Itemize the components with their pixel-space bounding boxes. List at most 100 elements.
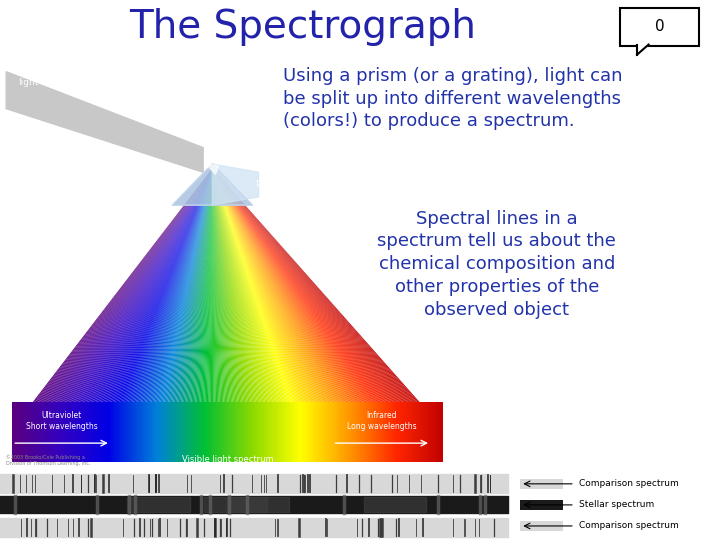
Polygon shape [120,168,212,429]
Polygon shape [152,168,212,429]
Polygon shape [212,168,245,429]
Polygon shape [193,168,212,429]
Polygon shape [212,168,222,429]
Polygon shape [60,168,212,429]
Polygon shape [172,168,212,429]
Polygon shape [212,168,343,429]
Polygon shape [212,168,386,429]
Polygon shape [199,168,212,429]
Polygon shape [212,168,432,429]
Text: Infrared
Long wavelengths: Infrared Long wavelengths [347,411,416,431]
Polygon shape [212,168,337,429]
Polygon shape [202,168,212,429]
Polygon shape [212,168,429,429]
Polygon shape [212,168,425,429]
Polygon shape [97,168,212,429]
Polygon shape [174,168,212,429]
Polygon shape [206,168,212,429]
Polygon shape [187,168,212,429]
Polygon shape [67,168,212,429]
Polygon shape [53,168,212,429]
Polygon shape [168,168,212,429]
Polygon shape [47,168,212,429]
Polygon shape [212,168,255,429]
Polygon shape [212,168,387,429]
Polygon shape [212,168,390,429]
Polygon shape [212,168,360,429]
Polygon shape [166,168,212,429]
Polygon shape [22,168,212,429]
Polygon shape [106,168,212,429]
Polygon shape [91,168,212,429]
Polygon shape [176,168,212,429]
Polygon shape [212,168,361,429]
Polygon shape [136,168,212,429]
Polygon shape [212,168,272,429]
Polygon shape [212,168,384,429]
Polygon shape [194,168,212,429]
Polygon shape [212,168,338,429]
Polygon shape [212,168,347,429]
Polygon shape [212,168,369,429]
Polygon shape [212,168,331,429]
Polygon shape [15,168,212,429]
Polygon shape [80,168,212,429]
Polygon shape [212,168,253,429]
Polygon shape [17,168,212,429]
Polygon shape [212,168,340,429]
Polygon shape [212,168,236,429]
Polygon shape [212,168,395,429]
Polygon shape [212,164,258,205]
Polygon shape [207,168,212,429]
Polygon shape [212,168,403,429]
Polygon shape [212,168,304,429]
Polygon shape [212,168,242,429]
Polygon shape [212,168,289,429]
Polygon shape [175,168,212,429]
Polygon shape [18,168,212,429]
Polygon shape [212,168,413,429]
Polygon shape [212,168,405,429]
Polygon shape [212,168,298,429]
Polygon shape [212,168,426,429]
Polygon shape [212,168,416,429]
Polygon shape [93,168,212,429]
Polygon shape [132,168,212,429]
Polygon shape [212,168,351,429]
Text: Visible light spectrum: Visible light spectrum [182,455,274,464]
Polygon shape [74,168,212,429]
Polygon shape [212,168,396,429]
Polygon shape [135,168,212,429]
Polygon shape [212,168,284,429]
Polygon shape [212,168,383,429]
Polygon shape [212,168,436,429]
Polygon shape [212,168,225,429]
Polygon shape [212,168,325,429]
Polygon shape [162,168,212,429]
Polygon shape [212,168,223,429]
Polygon shape [212,168,249,429]
Polygon shape [212,168,230,429]
Polygon shape [212,168,412,429]
Text: Spectral lines in a
spectrum tell us about the
chemical composition and
other pr: Spectral lines in a spectrum tell us abo… [377,210,616,319]
Polygon shape [212,168,220,429]
Polygon shape [159,168,212,429]
Polygon shape [212,168,444,429]
Polygon shape [212,168,344,429]
Polygon shape [212,168,356,429]
Polygon shape [212,168,389,429]
Polygon shape [212,168,415,429]
Polygon shape [184,168,212,429]
Polygon shape [212,168,418,429]
Polygon shape [86,168,212,429]
Polygon shape [190,168,212,429]
Polygon shape [178,168,212,429]
Polygon shape [212,168,266,429]
Polygon shape [212,168,321,429]
Polygon shape [181,168,212,429]
Polygon shape [182,168,212,429]
Polygon shape [30,168,212,429]
Polygon shape [212,168,400,429]
Polygon shape [212,168,300,429]
Polygon shape [58,168,212,429]
